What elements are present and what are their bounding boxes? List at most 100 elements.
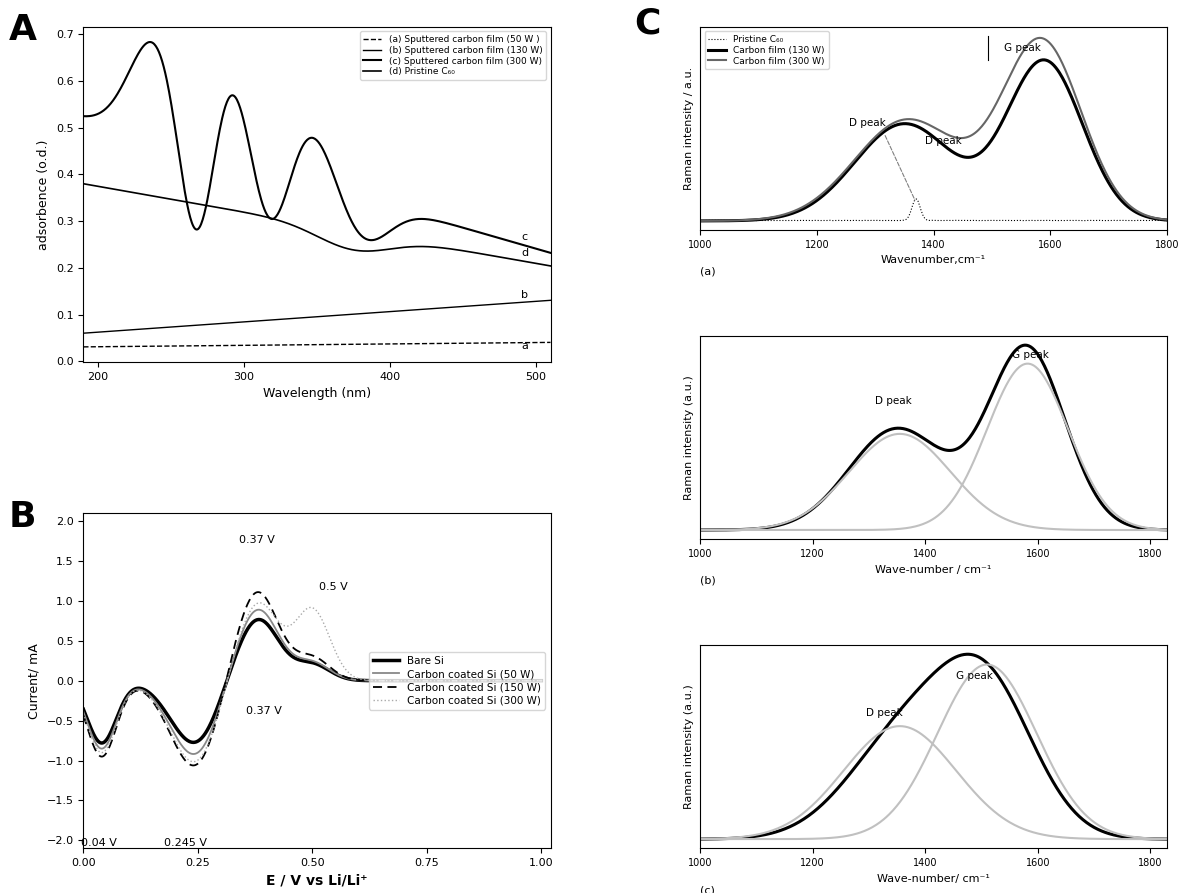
(b) Sputtered carbon film (130 W) (388, 306, 403, 317)
Text: G peak: G peak (1012, 350, 1049, 360)
Text: D peak: D peak (925, 136, 961, 146)
Carbon coated Si (300 W) (279, 621, 293, 631)
Line: (a) Sputtered carbon film (50 W ): (a) Sputtered carbon film (50 W ) (83, 342, 550, 346)
Bare Si (251, 614, 266, 625)
Text: (c): (c) (700, 885, 715, 893)
(b) Sputtered carbon film (130 W) (543, 295, 557, 305)
Pristine C₆₀ (947, 215, 961, 226)
Carbon coated Si (300 W) (535, 675, 549, 686)
Carbon film (300 W) (946, 131, 960, 142)
Carbon coated Si (150 W) (435, 675, 449, 686)
(c) Sputtered carbon film (300 W) (160, 75, 174, 86)
Carbon coated Si (50 W) (76, 706, 91, 717)
Carbon film (300 W) (971, 125, 985, 136)
Carbon film (300 W) (915, 116, 929, 127)
(b) Sputtered carbon film (130 W) (428, 303, 442, 313)
(a) Sputtered carbon film (50 W ) (197, 340, 211, 351)
Bare Si (124, 687, 138, 697)
Carbon film (300 W) (1149, 213, 1164, 223)
Text: 0.5 V: 0.5 V (319, 582, 348, 592)
Carbon coated Si (300 W) (76, 708, 91, 719)
Carbon film (130 W) (1036, 54, 1050, 65)
Carbon coated Si (50 W) (392, 675, 406, 686)
Carbon coated Si (300 W) (392, 675, 406, 686)
Carbon coated Si (300 W) (262, 605, 276, 615)
(d) Pristine C₆₀ (351, 246, 366, 256)
X-axis label: E / V vs Li/Li⁺: E / V vs Li/Li⁺ (267, 873, 368, 888)
Text: a: a (522, 341, 528, 351)
Carbon coated Si (50 W) (262, 613, 276, 624)
(c) Sputtered carbon film (300 W) (76, 111, 91, 121)
Pristine C₆₀ (909, 194, 923, 204)
(b) Sputtered carbon film (130 W) (287, 313, 301, 323)
(a) Sputtered carbon film (50 W ) (388, 338, 403, 349)
Text: D peak: D peak (874, 396, 911, 406)
X-axis label: Wave-number/ cm⁻¹: Wave-number/ cm⁻¹ (877, 873, 990, 884)
X-axis label: Wavenumber,cm⁻¹: Wavenumber,cm⁻¹ (881, 255, 986, 265)
Pristine C₆₀ (918, 213, 933, 224)
Text: c: c (522, 232, 528, 242)
Text: G peak: G peak (1004, 43, 1041, 53)
(c) Sputtered carbon film (300 W) (389, 221, 404, 232)
Pristine C₆₀ (1160, 215, 1174, 226)
Text: 0.245 V: 0.245 V (163, 838, 206, 848)
(d) Pristine C₆₀ (428, 242, 442, 253)
Pristine C₆₀ (916, 210, 930, 221)
Y-axis label: Raman intensity / a.u.: Raman intensity / a.u. (685, 67, 694, 190)
(c) Sputtered carbon film (300 W) (288, 158, 303, 169)
Text: C: C (635, 6, 661, 40)
(d) Pristine C₆₀ (197, 199, 211, 210)
(b) Sputtered carbon film (130 W) (158, 322, 173, 333)
(c) Sputtered carbon film (300 W) (543, 247, 557, 258)
Carbon coated Si (150 W) (186, 760, 200, 771)
(a) Sputtered carbon film (50 W ) (158, 341, 173, 352)
Carbon coated Si (50 W) (443, 675, 457, 686)
Text: b: b (522, 289, 529, 300)
Carbon coated Si (300 W) (252, 597, 267, 608)
Pristine C₆₀ (967, 215, 981, 226)
Line: Carbon film (130 W): Carbon film (130 W) (700, 60, 1167, 221)
Y-axis label: Raman intensity (a.u.): Raman intensity (a.u.) (685, 375, 694, 500)
Legend: Pristine C₆₀, Carbon film (130 W), Carbon film (300 W): Pristine C₆₀, Carbon film (130 W), Carbo… (705, 31, 829, 69)
(d) Pristine C₆₀ (543, 261, 557, 271)
Carbon coated Si (300 W) (435, 675, 449, 686)
(c) Sputtered carbon film (300 W) (143, 37, 157, 47)
Text: D peak: D peak (866, 708, 903, 718)
(b) Sputtered carbon film (130 W) (197, 320, 211, 330)
Carbon film (130 W) (946, 146, 960, 157)
Text: 0.37 V: 0.37 V (239, 536, 275, 546)
(a) Sputtered carbon film (50 W ) (287, 339, 301, 350)
(c) Sputtered carbon film (300 W) (197, 209, 211, 220)
Carbon film (130 W) (915, 123, 929, 134)
(c) Sputtered carbon film (300 W) (429, 215, 443, 226)
Text: A: A (8, 13, 37, 47)
Line: (b) Sputtered carbon film (130 W): (b) Sputtered carbon film (130 W) (83, 300, 550, 333)
(b) Sputtered carbon film (130 W) (351, 308, 366, 319)
(a) Sputtered carbon film (50 W ) (428, 338, 442, 349)
Carbon coated Si (50 W) (123, 689, 137, 699)
Bare Si (94, 738, 108, 748)
Line: Carbon film (300 W): Carbon film (300 W) (700, 38, 1167, 221)
Carbon film (300 W) (1160, 214, 1174, 225)
Carbon coated Si (300 W) (123, 689, 137, 700)
(d) Pristine C₆₀ (158, 193, 173, 204)
Legend: (a) Sputtered carbon film (50 W ), (b) Sputtered carbon film (130 W), (c) Sputte: (a) Sputtered carbon film (50 W ), (b) S… (360, 31, 545, 80)
Bare Si (262, 622, 276, 632)
Line: Bare Si: Bare Si (83, 620, 542, 743)
Legend: Bare Si, Carbon coated Si (50 W), Carbon coated Si (150 W), Carbon coated Si (30: Bare Si, Carbon coated Si (50 W), Carbon… (368, 652, 545, 710)
Y-axis label: adsorbence (o.d.): adsorbence (o.d.) (37, 139, 50, 250)
Pristine C₆₀ (973, 215, 987, 226)
Carbon coated Si (150 W) (392, 675, 406, 686)
Text: 0.04 V: 0.04 V (81, 838, 117, 848)
(d) Pristine C₆₀ (287, 221, 301, 231)
Carbon film (130 W) (1149, 213, 1164, 224)
Carbon coated Si (300 W) (186, 756, 200, 767)
Text: (a): (a) (700, 267, 716, 277)
Line: Pristine C₆₀: Pristine C₆₀ (700, 199, 1167, 221)
X-axis label: Wavelength (nm): Wavelength (nm) (263, 388, 372, 400)
Y-axis label: Raman intensity (a.u.): Raman intensity (a.u.) (685, 684, 694, 809)
Carbon coated Si (150 W) (262, 599, 276, 610)
X-axis label: Wave-number / cm⁻¹: Wave-number / cm⁻¹ (875, 564, 992, 574)
Text: 0.37 V: 0.37 V (247, 706, 282, 716)
(c) Sputtered carbon film (300 W) (353, 229, 367, 239)
